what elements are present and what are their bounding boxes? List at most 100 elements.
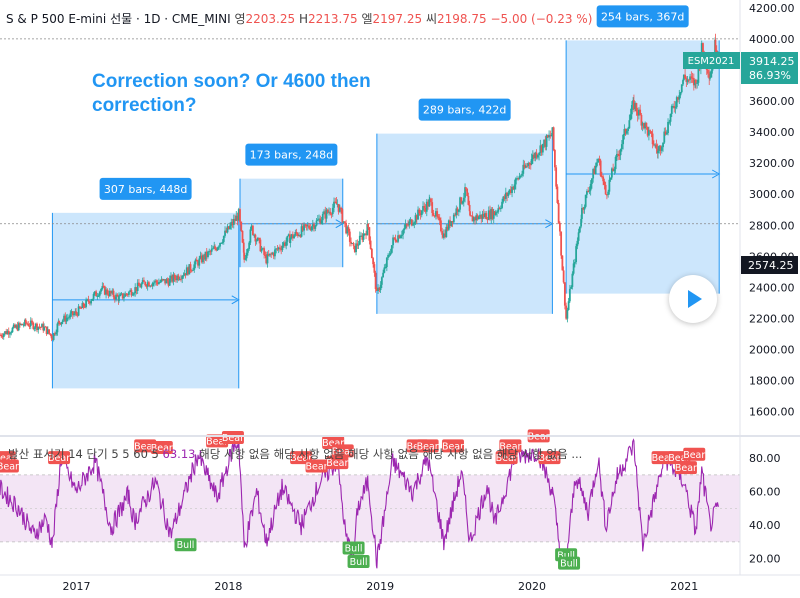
- candle-body: [363, 233, 366, 235]
- candle-body: [581, 207, 583, 219]
- time-tick-label: 2019: [366, 580, 394, 593]
- candle-body: [230, 222, 233, 226]
- play-button[interactable]: [669, 275, 717, 323]
- candle-body: [156, 282, 159, 285]
- reference-lines: [0, 38, 740, 225]
- candle-body: [662, 142, 664, 148]
- price-tick-label: 4000.00: [749, 33, 795, 46]
- candle-body: [131, 294, 134, 296]
- candle-body: [256, 237, 259, 241]
- candle-body: [170, 275, 172, 279]
- candle-body: [14, 324, 16, 328]
- candle-body: [561, 255, 564, 271]
- bear-signal-label: Bear: [668, 453, 690, 464]
- candle-body: [52, 333, 55, 340]
- candle-body: [529, 164, 532, 166]
- candle-body: [623, 128, 626, 136]
- candle-body: [190, 270, 193, 272]
- candle-body: [644, 122, 647, 129]
- candle-body: [428, 199, 431, 207]
- candle-body: [403, 227, 406, 231]
- candle-body: [553, 149, 556, 168]
- annotation-note[interactable]: Correction soon? Or 4600 then correction…: [92, 71, 371, 116]
- candle-body: [519, 175, 522, 177]
- candle-body: [449, 220, 451, 226]
- candle-body: [263, 248, 266, 255]
- candle-body: [477, 216, 480, 220]
- candle-body: [112, 290, 115, 297]
- candle-body: [2, 333, 5, 337]
- candle-body: [609, 177, 612, 180]
- candle-body: [103, 286, 106, 295]
- candle-body: [475, 215, 478, 221]
- candle-body: [259, 239, 262, 252]
- candle-body: [435, 211, 437, 217]
- candle-body: [603, 181, 606, 185]
- candle-body: [438, 217, 441, 221]
- candle-body: [338, 207, 341, 212]
- range-box: [240, 178, 343, 268]
- candle-body: [215, 248, 218, 251]
- candle-body: [33, 327, 36, 329]
- candle-body: [572, 263, 575, 274]
- candle-body: [351, 243, 354, 245]
- candle-body: [418, 209, 421, 214]
- candle-body: [284, 242, 286, 246]
- candle-body: [536, 155, 539, 158]
- range-label-box: [245, 143, 338, 166]
- candle-body: [16, 325, 19, 331]
- candle-body: [229, 225, 231, 229]
- candle-body: [46, 329, 49, 334]
- candle-body: [315, 220, 318, 226]
- candle-body: [487, 210, 490, 220]
- candle-body: [583, 206, 586, 210]
- candle-body: [267, 254, 270, 256]
- candle-body: [78, 306, 81, 308]
- candle-body: [306, 225, 309, 227]
- candle-body: [93, 291, 96, 295]
- candle-body: [59, 322, 62, 325]
- candle-body: [193, 264, 196, 270]
- candle-body: [479, 214, 481, 217]
- candle-body: [304, 224, 307, 226]
- candle-body: [451, 221, 454, 223]
- candle-body: [226, 226, 229, 233]
- candle-body: [622, 135, 625, 145]
- candle-body: [686, 79, 689, 82]
- candle-body: [175, 278, 177, 281]
- candle-body: [224, 230, 226, 236]
- candle-body: [234, 218, 236, 221]
- candle-body: [340, 207, 342, 210]
- candle-body: [457, 209, 460, 212]
- candle-body: [628, 120, 631, 129]
- candle-body: [605, 194, 608, 196]
- candle-body: [530, 159, 533, 165]
- candle-body: [482, 213, 485, 218]
- candle-body: [143, 280, 145, 282]
- candle-body: [643, 123, 645, 129]
- candle-body: [134, 287, 137, 294]
- candle-body: [44, 326, 47, 328]
- candle-body: [697, 65, 700, 83]
- candle-body: [326, 209, 329, 213]
- candle-body: [4, 331, 6, 334]
- candle-body: [199, 255, 202, 259]
- cursor-price-badge: [741, 256, 798, 274]
- candle-body: [619, 149, 622, 156]
- candle-body: [248, 242, 251, 249]
- candle-body: [664, 131, 667, 135]
- candle-body: [524, 165, 527, 168]
- candle-body: [336, 203, 339, 205]
- candle-body: [432, 213, 435, 216]
- candle-body: [58, 320, 60, 323]
- indicator-pane: 20.0040.0060.0080.00BearBearBearBearBear…: [0, 429, 781, 570]
- candle-body: [167, 281, 170, 286]
- candle-body: [49, 333, 52, 335]
- candle-body: [43, 326, 45, 331]
- candle-body: [101, 286, 104, 290]
- price-tick-label: 2200.00: [749, 312, 795, 325]
- candle-body: [639, 109, 642, 115]
- candle-body: [552, 127, 555, 150]
- candle-body: [393, 237, 396, 239]
